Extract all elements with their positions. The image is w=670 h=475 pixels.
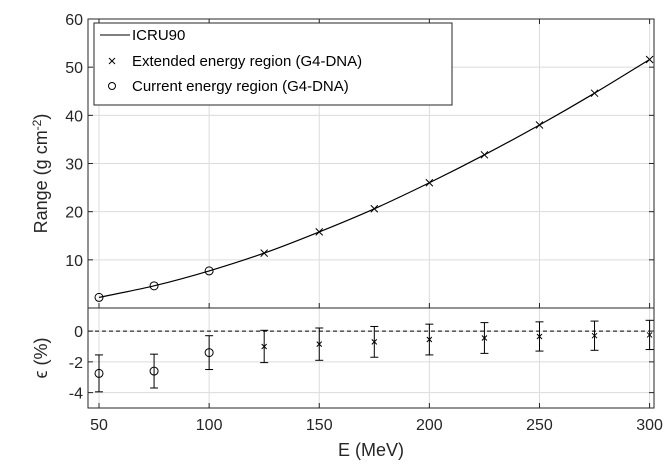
current-deviation-point bbox=[204, 348, 214, 358]
legend-box bbox=[93, 22, 453, 106]
legend-label-current: Current energy region (G4-DNA) bbox=[132, 78, 349, 95]
cross-stroke bbox=[481, 335, 488, 341]
cross-stroke bbox=[316, 341, 323, 348]
current-range-point bbox=[149, 281, 159, 291]
legend-cross-glyph bbox=[108, 57, 116, 65]
deviation-panel: 0 -2 -4 50 100 150 200 250 300 ϵ (%) E (MeV) bbox=[31, 307, 663, 460]
range-y-tick-label: 10 bbox=[65, 253, 83, 270]
range-y-axis-label: Range (g cm-2) bbox=[30, 114, 51, 234]
cross-stroke bbox=[645, 55, 654, 64]
range-y-tick-label: 20 bbox=[65, 205, 83, 222]
range-y-ticks: 10 20 30 40 50 60 bbox=[65, 12, 654, 308]
extended-deviation-point bbox=[481, 335, 488, 341]
cross-stroke bbox=[425, 178, 434, 187]
extended-deviation-point bbox=[426, 336, 433, 343]
deviation-markers bbox=[94, 319, 654, 393]
energy-x-tick-label: 200 bbox=[416, 417, 443, 434]
cross-stroke bbox=[371, 338, 378, 345]
deviation-grid bbox=[88, 308, 654, 408]
cross-stroke bbox=[315, 228, 324, 236]
extended-deviation-point bbox=[646, 332, 653, 338]
current-range-point bbox=[204, 266, 214, 276]
cross-stroke bbox=[590, 89, 599, 98]
energy-x-tick-label: 300 bbox=[636, 417, 663, 434]
extended-deviation-point bbox=[371, 338, 378, 345]
current-deviation-point bbox=[149, 366, 159, 376]
extended-range-point bbox=[260, 249, 269, 257]
range-y-tick-label: 30 bbox=[65, 157, 83, 174]
deviation-y-axis-label: ϵ (%) bbox=[31, 338, 51, 379]
energy-x-tick-label: 100 bbox=[196, 417, 223, 434]
extended-range-point bbox=[535, 121, 544, 129]
current-range-point bbox=[94, 292, 104, 302]
energy-x-ticks: 50 100 150 200 250 300 bbox=[90, 403, 663, 434]
range-markers bbox=[94, 55, 654, 302]
cross-stroke bbox=[108, 57, 116, 65]
extended-range-point bbox=[315, 228, 324, 236]
cross-stroke bbox=[535, 121, 544, 129]
cross-stroke bbox=[646, 332, 653, 338]
deviation-y-tick-label: 0 bbox=[74, 324, 83, 341]
cross-stroke bbox=[591, 332, 598, 339]
deviation-y-tick-label: -4 bbox=[69, 386, 83, 403]
deviation-y-ticks: 0 -2 -4 bbox=[69, 324, 654, 403]
range-y-tick-label: 60 bbox=[65, 12, 83, 29]
cross-stroke bbox=[370, 204, 379, 213]
extended-range-point bbox=[590, 89, 599, 98]
extended-deviation-point bbox=[261, 343, 268, 350]
cross-stroke bbox=[536, 333, 543, 340]
deviation-panel-frame bbox=[87, 307, 655, 409]
extended-range-point bbox=[480, 150, 489, 159]
range-y-tick-label: 40 bbox=[65, 108, 83, 125]
error-bar bbox=[150, 353, 159, 389]
cross-stroke bbox=[480, 150, 489, 159]
range-panel: 10 20 30 40 50 60 Range (g cm-2) ICRU90 Exten… bbox=[30, 12, 655, 309]
extended-deviation-point bbox=[316, 341, 323, 348]
extended-deviation-point bbox=[536, 333, 543, 340]
energy-x-axis-label: E (MeV) bbox=[338, 440, 404, 460]
legend-label-icru90: ICRU90 bbox=[132, 27, 185, 44]
extended-range-point bbox=[645, 55, 654, 64]
energy-x-tick-label: 50 bbox=[90, 417, 108, 434]
cross-stroke bbox=[426, 336, 433, 343]
range-y-tick-label: 50 bbox=[65, 60, 83, 77]
error-bar bbox=[95, 354, 104, 393]
extended-deviation-point bbox=[591, 332, 598, 339]
legend-circle-marker-swatch bbox=[108, 82, 116, 90]
extended-range-point bbox=[370, 204, 379, 213]
energy-x-tick-label: 150 bbox=[306, 417, 333, 434]
legend-label-extended: Extended energy region (G4-DNA) bbox=[132, 53, 362, 70]
cross-stroke bbox=[261, 343, 268, 350]
legend-cross-marker-swatch bbox=[108, 57, 116, 65]
current-deviation-point bbox=[94, 368, 104, 378]
legend: ICRU90 Extended energy region (G4-DNA) C… bbox=[93, 22, 453, 106]
extended-range-point bbox=[425, 178, 434, 187]
cross-stroke bbox=[260, 249, 269, 257]
energy-x-tick-label: 250 bbox=[526, 417, 553, 434]
error-bar bbox=[205, 335, 214, 371]
deviation-y-tick-label: -2 bbox=[69, 355, 83, 372]
